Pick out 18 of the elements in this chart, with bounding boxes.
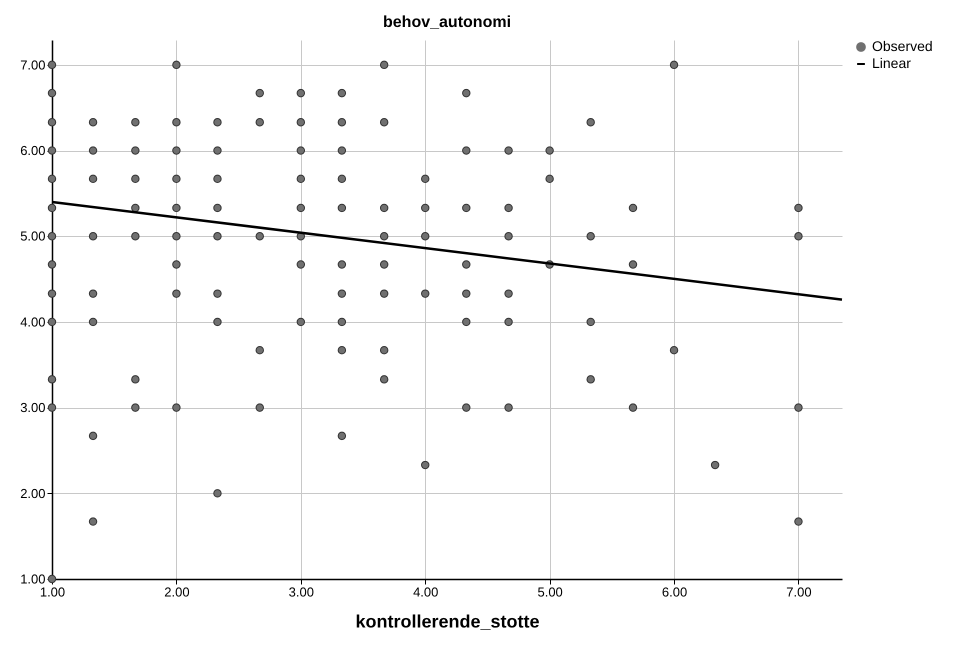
x-tick-label: 2.00 — [164, 584, 190, 600]
y-tick-label: 6.00 — [20, 143, 46, 158]
chart-title: behov_autonomi — [382, 14, 512, 31]
legend-label: Observed — [872, 38, 933, 54]
x-tick-label: 1.00 — [40, 584, 66, 600]
legend-label: Linear — [872, 55, 912, 71]
y-tick-label: 1.00 — [20, 572, 46, 586]
x-tick-label: 4.00 — [413, 584, 438, 600]
x-tick-label: 7.00 — [786, 584, 812, 600]
x-axis-title: kontrollerende_stotte — [355, 612, 540, 632]
y-tick-label: 2.00 — [20, 486, 46, 501]
y-tick-label: 5.00 — [20, 228, 46, 244]
x-tick-label: 3.00 — [288, 584, 314, 600]
x-tick-label: 6.00 — [662, 584, 688, 600]
y-tick-label: 3.00 — [20, 400, 46, 416]
x-tick-label: 5.00 — [537, 584, 563, 600]
y-tick-label: 4.00 — [20, 314, 46, 330]
y-tick-label: 7.00 — [20, 57, 46, 72]
